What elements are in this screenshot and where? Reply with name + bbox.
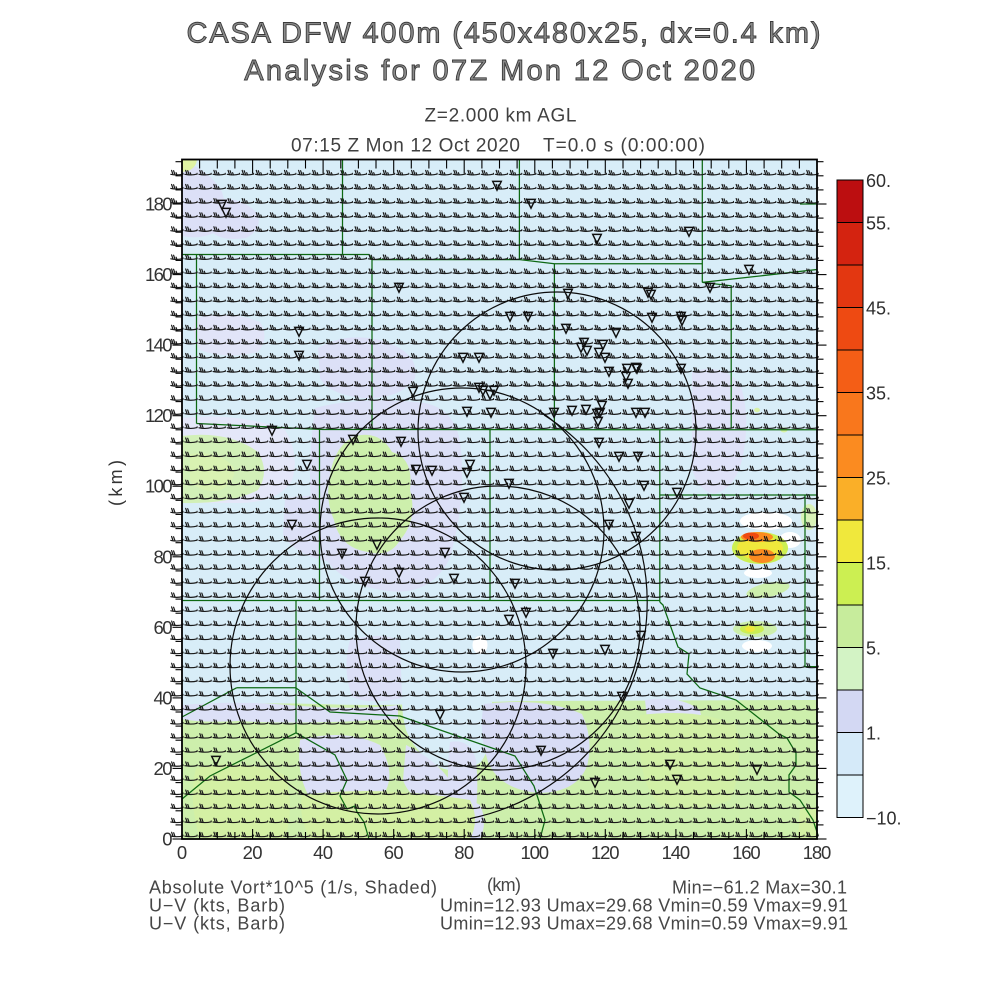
svg-text:20: 20 <box>243 842 263 863</box>
svg-text:Z=2.000 km AGL: Z=2.000 km AGL <box>425 106 577 127</box>
svg-text:0: 0 <box>162 829 172 850</box>
svg-text:−10.: −10. <box>866 809 902 829</box>
svg-text:120: 120 <box>145 405 173 426</box>
svg-text:100: 100 <box>521 842 550 863</box>
svg-text:180: 180 <box>803 842 832 863</box>
svg-text:Min=−61.2 Max=30.1: Min=−61.2 Max=30.1 <box>672 878 847 898</box>
svg-text:40: 40 <box>313 842 333 863</box>
svg-text:Umin=12.93 Umax=29.68 Vmin=0.5: Umin=12.93 Umax=29.68 Vmin=0.59 Vmax=9.9… <box>440 914 848 934</box>
svg-text:(km): (km) <box>487 875 521 895</box>
svg-text:45.: 45. <box>866 299 891 319</box>
svg-text:1.: 1. <box>866 724 881 744</box>
svg-text:CASA DFW 400m (450x480x25, dx=: CASA DFW 400m (450x480x25, dx=0.4 km) <box>187 18 821 50</box>
svg-text:80: 80 <box>154 546 173 567</box>
svg-text:0: 0 <box>177 842 187 863</box>
svg-text:T=0.0 s (0:00:00): T=0.0 s (0:00:00) <box>543 136 705 157</box>
svg-text:160: 160 <box>145 264 173 285</box>
svg-text:100: 100 <box>145 476 173 497</box>
svg-text:40: 40 <box>154 687 173 708</box>
svg-text:U−V (kts, Barb): U−V (kts, Barb) <box>149 896 285 916</box>
svg-text:55.: 55. <box>866 214 891 234</box>
svg-text:5.: 5. <box>866 639 881 659</box>
svg-text:180: 180 <box>145 194 173 215</box>
svg-text:15.: 15. <box>866 554 891 574</box>
svg-text:Absolute Vort*10^5 (1/s, Shade: Absolute Vort*10^5 (1/s, Shaded) <box>149 878 437 898</box>
svg-text:160: 160 <box>732 842 761 863</box>
svg-text:25.: 25. <box>866 469 891 489</box>
svg-text:Analysis for 07Z Mon 12 Oct 20: Analysis for 07Z Mon 12 Oct 2020 <box>244 55 755 87</box>
svg-text:35.: 35. <box>866 384 891 404</box>
svg-text:60.: 60. <box>866 171 891 191</box>
svg-text:120: 120 <box>591 842 620 863</box>
svg-text:140: 140 <box>662 842 691 863</box>
svg-text:140: 140 <box>145 335 173 356</box>
svg-text:Umin=12.93 Umax=29.68 Vmin=0.5: Umin=12.93 Umax=29.68 Vmin=0.59 Vmax=9.9… <box>440 896 848 916</box>
svg-text:07:15 Z Mon 12 Oct 2020: 07:15 Z Mon 12 Oct 2020 <box>291 136 520 157</box>
svg-text:U−V (kts, Barb): U−V (kts, Barb) <box>149 914 285 934</box>
svg-text:60: 60 <box>154 617 173 638</box>
svg-text:20: 20 <box>154 758 173 779</box>
svg-text:60: 60 <box>384 842 404 863</box>
svg-text:80: 80 <box>454 842 474 863</box>
svg-text:(km): (km) <box>106 460 126 506</box>
